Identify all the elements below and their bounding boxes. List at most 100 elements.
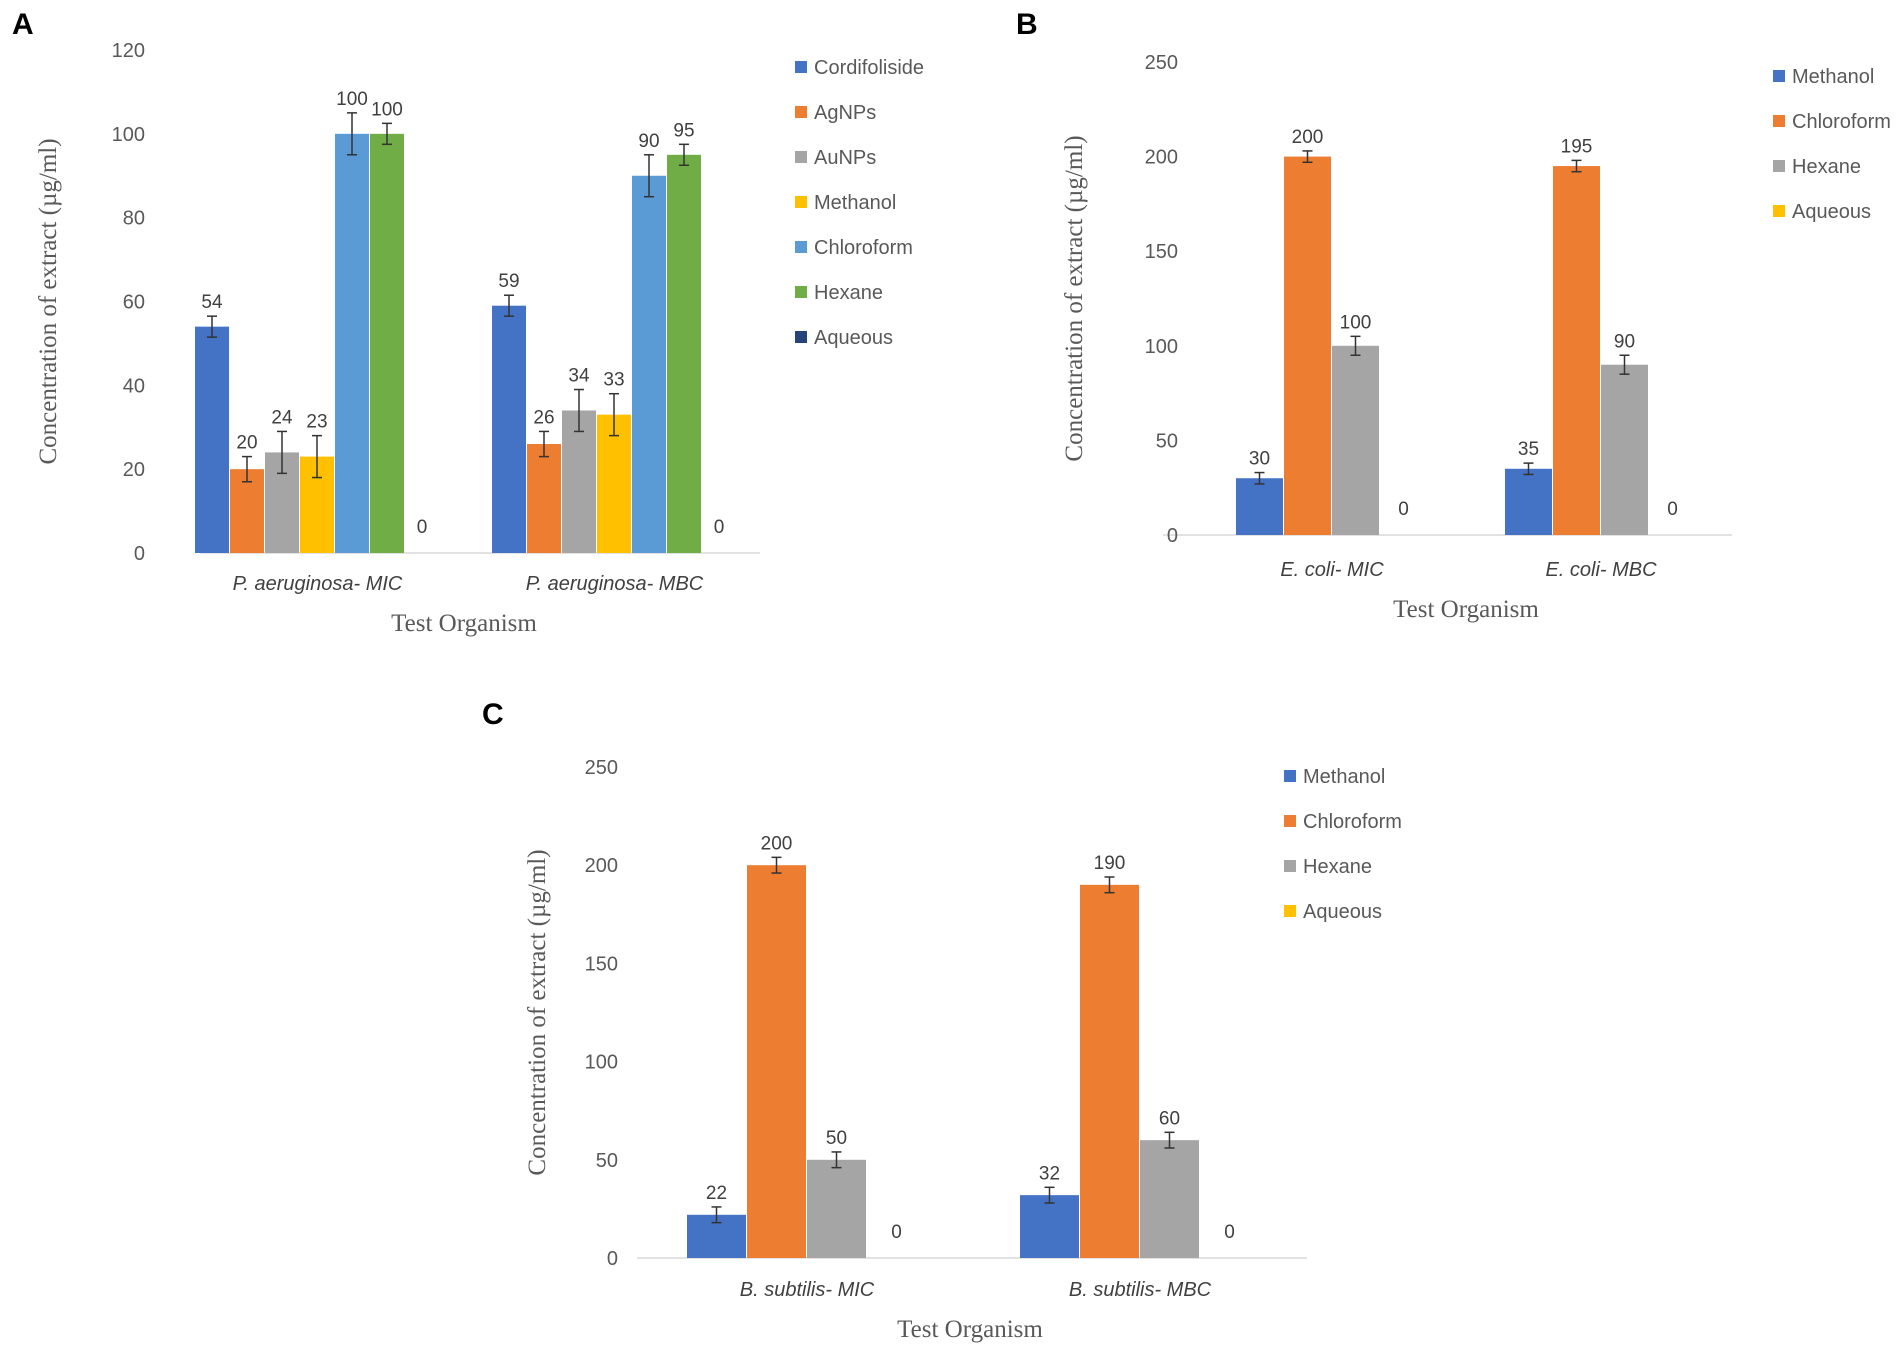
bar [1601,364,1648,535]
data-label: 195 [1561,136,1593,157]
x-axis-title: Test Organism [391,610,537,637]
legend-label: Chloroform [1303,811,1402,833]
data-label: 0 [891,1222,902,1243]
bar [1080,884,1139,1258]
legend-swatch [1773,115,1785,127]
data-label: 34 [568,366,590,387]
y-tick-label: 100 [112,124,145,146]
data-label: 100 [371,99,403,120]
data-label: 26 [533,407,554,428]
y-tick-label: 200 [1145,147,1178,169]
bar [1020,1195,1079,1258]
y-tick-label: 40 [123,375,145,397]
y-axis-title: Concentration of extract (µg/ml) [35,138,62,464]
y-tick-label: 20 [123,459,145,481]
data-label: 30 [1249,449,1270,470]
legend-swatch [795,286,807,298]
legend-swatch [1773,205,1785,217]
y-tick-label: 50 [1156,430,1178,452]
legend-label: Hexane [814,282,883,304]
bar [1553,166,1600,535]
data-label: 33 [603,370,624,391]
y-tick-label: 0 [607,1248,618,1270]
data-label: 200 [761,833,793,854]
panel-label-c: C [482,698,504,731]
legend-label: AuNPs [814,147,876,169]
legend-swatch [795,196,807,208]
category-label: P. aeruginosa- MBC [526,573,704,595]
y-tick-label: 120 [112,40,145,62]
bar [335,133,369,554]
data-label: 35 [1518,439,1539,460]
legend-label: Chloroform [1792,111,1891,133]
bar [1236,478,1283,535]
y-tick-label: 60 [123,292,145,314]
data-label: 0 [417,517,428,538]
legend-label: AgNPs [814,102,876,124]
category-label: E. coli- MIC [1280,559,1384,581]
data-label: 22 [706,1183,727,1204]
data-label: 23 [306,412,327,433]
legend-swatch [795,241,807,253]
bar [807,1159,866,1258]
data-label: 200 [1292,127,1324,148]
data-label: 59 [498,271,519,292]
legend-label: Aqueous [1792,201,1871,223]
category-label: E. coli- MBC [1545,559,1657,581]
data-label: 20 [236,433,257,454]
legend-label: Methanol [1792,66,1874,88]
legend-label: Methanol [1303,766,1385,788]
y-axis-title: Concentration of extract (µg/ml) [1061,135,1088,461]
legend-swatch [795,151,807,163]
y-tick-label: 80 [123,208,145,230]
legend-swatch [795,61,807,73]
data-label: 100 [336,89,368,110]
y-tick-label: 250 [585,757,618,779]
y-tick-label: 200 [585,855,618,877]
y-tick-label: 150 [1145,241,1178,263]
y-tick-label: 150 [585,953,618,975]
data-label: 90 [1614,331,1635,352]
x-axis-title: Test Organism [897,1316,1043,1343]
legend-label: Hexane [1792,156,1861,178]
bar [527,444,561,553]
y-tick-label: 0 [134,543,145,565]
legend-swatch [1773,70,1785,82]
legend-swatch [1773,160,1785,172]
legend-label: Chloroform [814,237,913,259]
data-label: 50 [826,1128,847,1149]
bar [1284,156,1331,535]
bar [747,865,806,1258]
legend-label: Hexane [1303,856,1372,878]
legend-swatch [1284,905,1296,917]
bar [562,410,596,553]
legend-swatch [795,106,807,118]
y-tick-label: 100 [585,1052,618,1074]
legend-swatch [1284,770,1296,782]
category-label: B. subtilis- MIC [740,1279,875,1301]
y-tick-label: 50 [596,1150,618,1172]
data-label: 0 [1398,499,1409,520]
bar [632,175,666,553]
legend-swatch [795,331,807,343]
category-label: B. subtilis- MBC [1069,1279,1212,1301]
data-label: 190 [1094,853,1126,874]
data-label: 0 [714,517,725,538]
legend-label: Aqueous [1303,901,1382,923]
y-tick-label: 100 [1145,336,1178,358]
data-label: 0 [1224,1222,1235,1243]
y-axis-title: Concentration of extract (µg/ml) [524,849,551,1175]
bar [230,469,264,553]
bar [667,154,701,553]
panel-label-a: A [12,8,34,41]
data-label: 0 [1667,499,1678,520]
bar [370,133,404,554]
data-label: 32 [1039,1163,1060,1184]
legend-label: Cordifoliside [814,57,924,79]
bar [597,414,631,553]
legend-swatch [1284,860,1296,872]
bar [1140,1140,1199,1258]
x-axis-title: Test Organism [1393,596,1539,623]
